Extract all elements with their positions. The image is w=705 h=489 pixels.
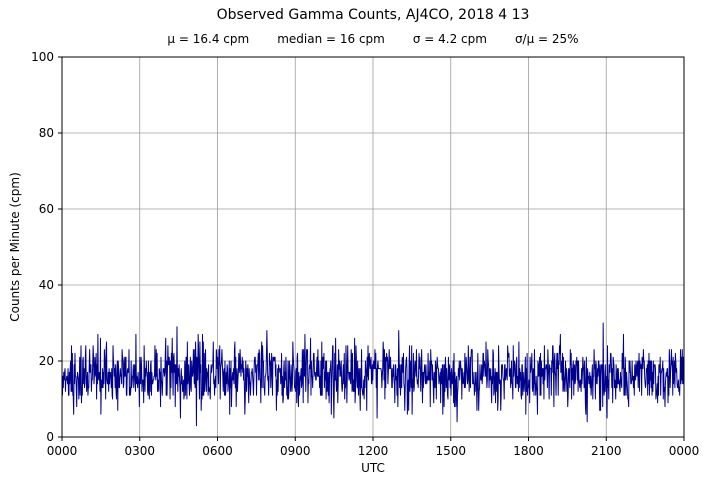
stat-median: median = 16 cpm bbox=[277, 32, 385, 46]
y-tick-label: 60 bbox=[39, 202, 54, 216]
y-tick-label: 0 bbox=[46, 430, 54, 444]
y-tick-label: 20 bbox=[39, 354, 54, 368]
x-tick-label: 1200 bbox=[358, 444, 389, 458]
x-axis-label: UTC bbox=[361, 461, 385, 475]
x-tick-label: 0000 bbox=[669, 444, 700, 458]
gamma-counts-line bbox=[61, 322, 685, 427]
x-tick-label: 0000 bbox=[47, 444, 78, 458]
y-tick-label: 100 bbox=[31, 50, 54, 64]
x-tick-label: 1500 bbox=[435, 444, 466, 458]
stat-mean: μ = 16.4 cpm bbox=[167, 32, 250, 46]
stat-sigma: σ = 4.2 cpm bbox=[412, 32, 487, 46]
y-tick-label: 80 bbox=[39, 126, 54, 140]
plot-frame bbox=[61, 56, 685, 438]
chart-stats: μ = 16.4 cpm median = 16 cpm σ = 4.2 cpm… bbox=[62, 32, 684, 46]
chart-title: Observed Gamma Counts, AJ4CO, 2018 4 13 bbox=[216, 7, 530, 23]
x-tick-label: 1800 bbox=[513, 444, 544, 458]
x-tick-label: 0900 bbox=[280, 444, 311, 458]
y-tick-label: 40 bbox=[39, 278, 54, 292]
x-tick-label: 2100 bbox=[591, 444, 622, 458]
stat-ratio: σ/μ = 25% bbox=[514, 32, 579, 46]
x-tick-label: 0300 bbox=[124, 444, 155, 458]
x-tick-label: 0600 bbox=[202, 444, 233, 458]
